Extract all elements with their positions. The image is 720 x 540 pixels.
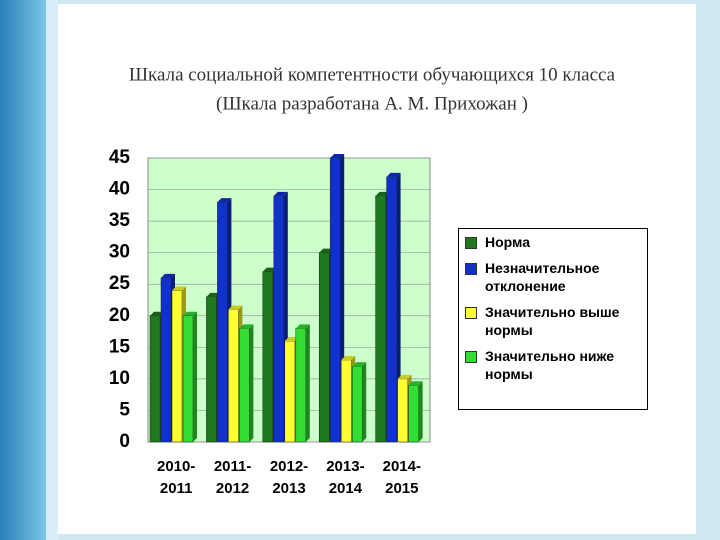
x-tick-label: 2010- [157, 458, 195, 475]
bar-top [352, 362, 367, 367]
bar-top [239, 324, 254, 329]
bar-top [161, 273, 175, 278]
bar-side [418, 381, 423, 442]
x-tick-label: 2011 [160, 480, 193, 497]
x-tick-label: 2012- [270, 458, 308, 475]
bar-face [262, 271, 274, 443]
bar [182, 311, 197, 443]
x-tick-label: 2011- [214, 458, 252, 475]
bar-side [305, 324, 310, 442]
bar-top [375, 191, 390, 196]
legend-item: Норма [465, 233, 641, 251]
bar [295, 324, 310, 443]
x-tick-label: 2012 [216, 480, 249, 497]
bar-face [239, 328, 250, 443]
y-tick-label: 45 [109, 147, 131, 168]
legend: Норма Незначительное отклонение Значительн… [458, 228, 648, 410]
bar-side [249, 324, 254, 442]
bar-face [171, 290, 183, 443]
bar-top [206, 292, 221, 297]
chart-title: Шкала социальной компетентности обучающи… [129, 64, 616, 85]
bar-face [206, 296, 217, 443]
bar [408, 381, 423, 443]
bar-top [183, 311, 197, 316]
legend-swatch [465, 351, 477, 363]
bar-face [228, 309, 239, 443]
bar-face [284, 340, 296, 443]
legend-label: Норма [485, 234, 530, 250]
y-tick-label: 20 [109, 305, 130, 326]
bar-top [341, 355, 356, 360]
bar-side [193, 311, 197, 442]
y-tick-label: 35 [109, 210, 131, 231]
y-tick-label: 5 [119, 399, 130, 420]
bar-top [386, 172, 401, 177]
x-tick-label: 2013- [326, 458, 364, 475]
bar-face [340, 359, 352, 443]
bar-top [408, 381, 423, 386]
x-tick-label: 2014- [383, 458, 421, 475]
bar-face [295, 328, 307, 443]
bar-top [228, 305, 243, 310]
bar-face [318, 252, 330, 443]
bar-face [408, 384, 419, 443]
bar [239, 324, 254, 443]
bar-face [182, 315, 194, 443]
y-tick-label: 15 [109, 336, 131, 357]
legend-swatch [465, 307, 477, 319]
border-strip [58, 0, 696, 4]
legend-item: Значительно ниже нормы [465, 347, 641, 383]
bar-top [273, 191, 288, 196]
border-strip [46, 0, 58, 540]
bar-top [295, 324, 310, 329]
bar [386, 172, 401, 443]
bar-face [329, 157, 341, 443]
y-tick-label: 40 [109, 179, 130, 200]
x-tick-label: 2015 [385, 480, 418, 497]
bar-top [217, 198, 232, 203]
bar-face [351, 366, 363, 443]
legend-label: Незначительное отклонение [485, 260, 600, 294]
bar [351, 362, 367, 443]
bar-face [397, 378, 408, 443]
bar-face [375, 195, 386, 443]
border-strip [696, 0, 720, 540]
legend-item: Незначительное отклонение [465, 259, 641, 295]
chart-subtitle: (Шкала разработана А. М. Прихожан ) [216, 93, 528, 114]
y-tick-label: 30 [109, 242, 130, 263]
bar-top [172, 286, 186, 291]
bar-side [362, 362, 367, 442]
bar-top [330, 154, 345, 158]
legend-label: Значительно ниже нормы [485, 348, 615, 382]
bar-top [262, 267, 277, 272]
legend-swatch [465, 263, 477, 275]
bar-face [217, 201, 228, 443]
legend-label: Значительно выше нормы [485, 304, 620, 338]
bar-face [149, 315, 161, 443]
legend-item: Значительно выше нормы [465, 303, 641, 339]
bar-top [150, 311, 164, 316]
y-tick-label: 10 [109, 368, 130, 389]
legend-swatch [465, 237, 477, 249]
border-strip [58, 534, 696, 540]
border-strip [0, 0, 46, 540]
x-tick-label: 2013 [272, 480, 305, 497]
y-tick-label: 25 [109, 273, 131, 294]
bar-face [386, 176, 397, 443]
bar-top [397, 374, 412, 379]
bar-face [160, 277, 172, 443]
bar-top [319, 248, 334, 253]
bar-side [396, 172, 401, 442]
bar-face [273, 195, 285, 443]
bar-top [284, 337, 299, 342]
x-tick-label: 2014 [329, 480, 363, 497]
y-tick-label: 0 [119, 431, 130, 452]
